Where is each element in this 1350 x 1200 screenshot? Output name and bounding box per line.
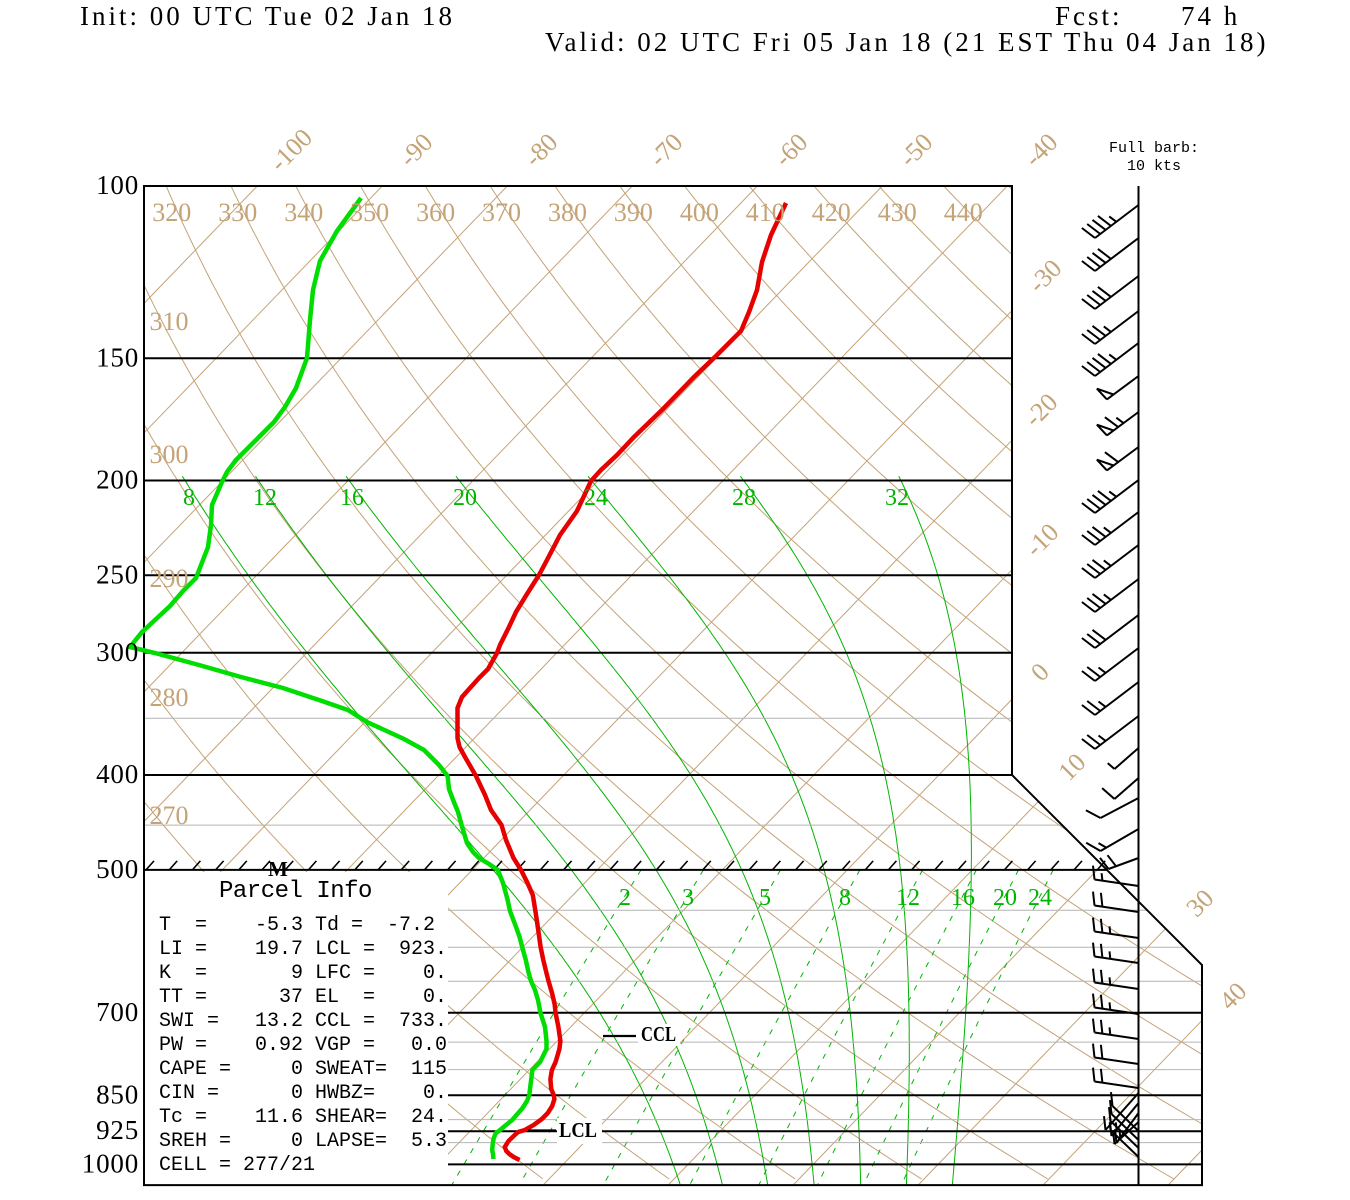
- svg-text:100: 100: [96, 170, 139, 200]
- svg-text:925: 925: [96, 1115, 139, 1145]
- svg-text:1000: 1000: [82, 1148, 139, 1178]
- svg-text:32: 32: [885, 485, 909, 511]
- svg-text:410: 410: [746, 198, 785, 227]
- svg-text:270: 270: [150, 801, 189, 830]
- svg-text:420: 420: [812, 198, 851, 227]
- svg-text:24: 24: [584, 485, 608, 511]
- svg-text:T = -5.3 Td = -7.2: T = -5.3 Td = -7.2: [159, 914, 435, 937]
- svg-text:Valid: 02 UTC Fri 05 Jan 18 (2: Valid: 02 UTC Fri 05 Jan 18 (21 EST Thu …: [545, 27, 1269, 57]
- svg-text:8: 8: [839, 885, 851, 911]
- svg-text:400: 400: [680, 198, 719, 227]
- svg-text:16: 16: [951, 885, 975, 911]
- svg-text:PW = 0.92 VGP = 0.0: PW = 0.92 VGP = 0.0: [159, 1034, 447, 1057]
- svg-text:320: 320: [152, 198, 191, 227]
- svg-text:LI = 19.7 LCL = 923.: LI = 19.7 LCL = 923.: [159, 938, 447, 961]
- svg-text:Tc = 11.6 SHEAR= 24.: Tc = 11.6 SHEAR= 24.: [159, 1106, 447, 1129]
- svg-text:300: 300: [150, 440, 189, 469]
- svg-text:LCL: LCL: [559, 1118, 597, 1142]
- svg-text:20: 20: [993, 885, 1017, 911]
- svg-text:CAPE = 0 SWEAT= 115: CAPE = 0 SWEAT= 115: [159, 1058, 447, 1081]
- svg-text:CELL = 277/21: CELL = 277/21: [159, 1154, 315, 1177]
- svg-text:310: 310: [150, 307, 189, 336]
- svg-text:390: 390: [614, 198, 653, 227]
- svg-text:12: 12: [253, 485, 277, 511]
- svg-text:440: 440: [944, 198, 983, 227]
- svg-text:SREH = 0 LAPSE= 5.3: SREH = 0 LAPSE= 5.3: [159, 1130, 447, 1153]
- svg-text:SWI = 13.2 CCL = 733.: SWI = 13.2 CCL = 733.: [159, 1010, 447, 1033]
- svg-text:330: 330: [218, 198, 257, 227]
- svg-text:500: 500: [96, 854, 139, 884]
- svg-text:Init: 00 UTC Tue 02 Jan 18: Init: 00 UTC Tue 02 Jan 18: [80, 1, 455, 31]
- svg-text:250: 250: [96, 559, 139, 589]
- svg-text:2: 2: [619, 885, 631, 911]
- svg-text:8: 8: [183, 485, 195, 511]
- svg-text:12: 12: [896, 885, 920, 911]
- svg-text:24: 24: [1028, 885, 1052, 911]
- svg-text:200: 200: [96, 465, 139, 495]
- svg-text:3: 3: [682, 885, 694, 911]
- svg-text:10 kts: 10 kts: [1127, 158, 1181, 175]
- svg-text:350: 350: [350, 198, 389, 227]
- svg-text:360: 360: [416, 198, 455, 227]
- svg-text:CIN = 0 HWBZ= 0.: CIN = 0 HWBZ= 0.: [159, 1082, 447, 1105]
- svg-text:700: 700: [96, 997, 139, 1027]
- svg-text:16: 16: [340, 485, 364, 511]
- svg-text:5: 5: [759, 885, 771, 911]
- svg-text:430: 430: [878, 198, 917, 227]
- svg-text:150: 150: [96, 342, 139, 372]
- svg-text:850: 850: [96, 1079, 139, 1109]
- svg-text:280: 280: [150, 683, 189, 712]
- svg-text:Parcel Info: Parcel Info: [219, 878, 372, 905]
- svg-text:Full barb:: Full barb:: [1109, 140, 1199, 157]
- svg-text:K = 9 LFC = 0.: K = 9 LFC = 0.: [159, 962, 447, 985]
- svg-text:300: 300: [96, 637, 139, 667]
- svg-text:370: 370: [482, 198, 521, 227]
- svg-text:290: 290: [150, 564, 189, 593]
- svg-text:340: 340: [284, 198, 323, 227]
- svg-text:20: 20: [453, 485, 477, 511]
- svg-text:400: 400: [96, 759, 139, 789]
- svg-text:28: 28: [732, 485, 756, 511]
- svg-text:CCL: CCL: [641, 1022, 676, 1046]
- svg-text:M: M: [268, 857, 288, 881]
- svg-text:TT = 37 EL = 0.: TT = 37 EL = 0.: [159, 986, 447, 1009]
- svg-text:380: 380: [548, 198, 587, 227]
- svg-text:Fcst: 74 h: Fcst: 74 h: [1055, 1, 1240, 31]
